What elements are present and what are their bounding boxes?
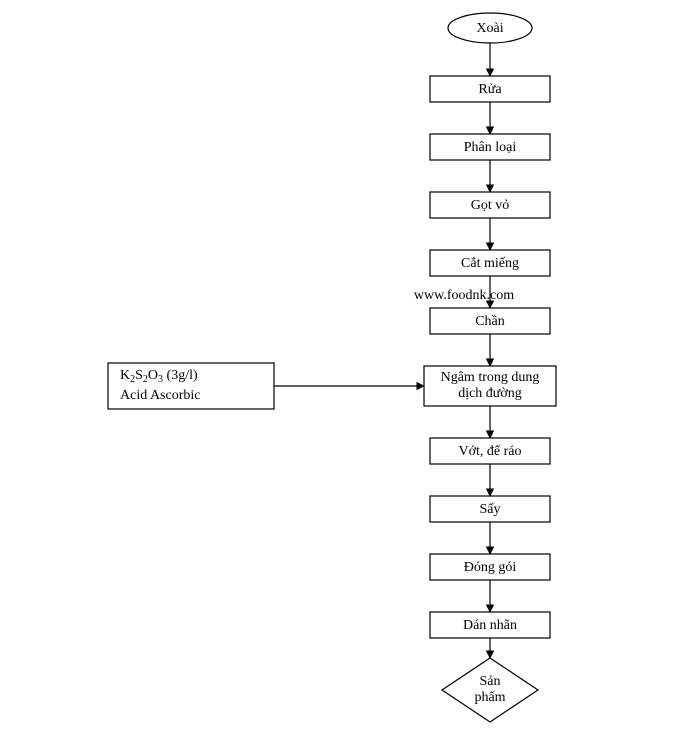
node-donggoi-label: Đóng gói [464,560,517,575]
node-sanpham-label-0: Sản [480,674,501,689]
node-ngam-label-1: dịch đường [458,386,522,401]
node-start-label: Xoài [476,21,503,36]
node-rua-label: Rửa [478,82,502,97]
node-ngam-label-0: Ngâm trong dung [441,370,540,385]
node-gotvo-label: Gọt vỏ [471,198,510,213]
node-vot-label: Vớt, để ráo [459,444,522,459]
node-say-label: Sấy [480,502,501,517]
node-chan-label: Chần [475,314,505,329]
node-sanpham-label-1: phẩm [474,690,505,705]
node-catmieng-label: Cắt miếng [461,256,519,271]
node-dannhan-label: Dán nhãn [463,618,517,633]
node-phanloai-label: Phân loại [464,140,517,155]
flowchart-canvas: Xoài Rửa Phân loại Gọt vỏ Cắt miếng Chần Ngâm … [0,0,696,735]
watermark-text: www.foodnk.com [414,288,514,303]
additive-line2: Acid Ascorbic [120,388,200,403]
